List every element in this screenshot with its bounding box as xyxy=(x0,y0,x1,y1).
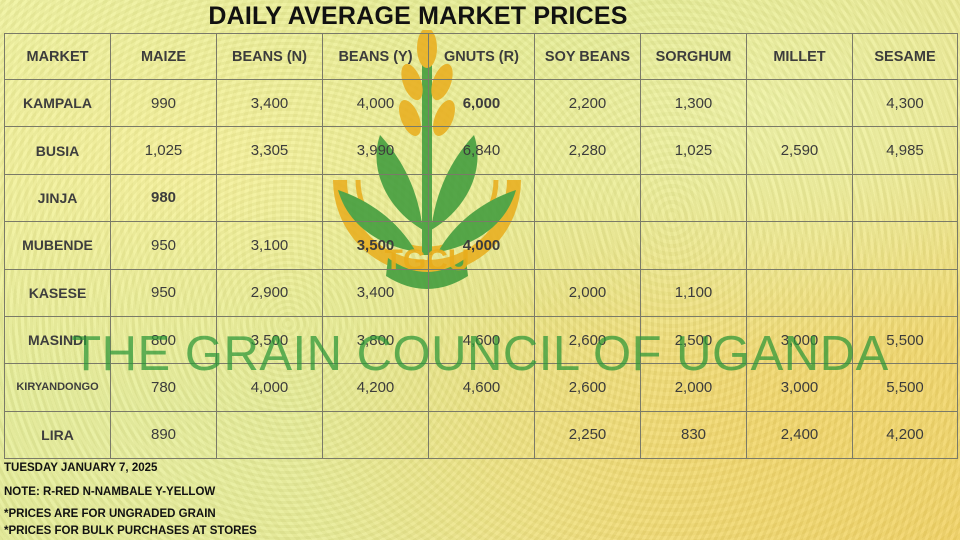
column-header: GNUTS (R) xyxy=(428,33,535,80)
table-row: JINJA 980 xyxy=(4,173,958,223)
ungraded-note: *PRICES ARE FOR UNGRADED GRAIN xyxy=(4,508,216,520)
price-cell: 6,840 xyxy=(428,126,535,175)
price-cell xyxy=(746,78,853,128)
price-cell: 980 xyxy=(110,173,217,223)
price-cell: 3,500 xyxy=(216,315,323,365)
price-cell xyxy=(322,173,429,223)
price-cell xyxy=(640,221,747,270)
price-cell: 2,000 xyxy=(640,363,747,412)
table-row: KAMPALA 990 3,400 4,000 6,000 2,200 1,30… xyxy=(4,78,958,128)
table-row: KASESE 950 2,900 3,400 2,000 1,100 xyxy=(4,268,958,317)
price-cell: 2,000 xyxy=(534,268,641,317)
market-name: LIRA xyxy=(4,410,111,460)
price-cell: 800 xyxy=(110,315,217,365)
market-prices-table: MARKET MAIZE BEANS (N) BEANS (Y) GNUTS (… xyxy=(4,33,958,460)
page-title: DAILY AVERAGE MARKET PRICES xyxy=(208,2,628,30)
column-header: SORGHUM xyxy=(640,33,747,80)
table-header-row: MARKET MAIZE BEANS (N) BEANS (Y) GNUTS (… xyxy=(4,33,958,80)
column-header: MILLET xyxy=(746,33,853,80)
price-cell xyxy=(534,173,641,223)
price-cell: 3,400 xyxy=(216,78,323,128)
price-cell: 2,900 xyxy=(216,268,323,317)
price-cell xyxy=(640,173,747,223)
price-cell: 1,300 xyxy=(640,78,747,128)
report-date: TUESDAY JANUARY 7, 2025 xyxy=(4,462,158,474)
price-cell: 2,500 xyxy=(640,315,747,365)
price-cell xyxy=(428,410,535,460)
price-cell: 5,500 xyxy=(852,363,958,412)
price-cell: 3,800 xyxy=(322,315,429,365)
price-cell: 3,305 xyxy=(216,126,323,175)
price-cell: 780 xyxy=(110,363,217,412)
price-cell: 4,600 xyxy=(428,315,535,365)
price-cell: 3,100 xyxy=(216,221,323,270)
price-cell: 4,600 xyxy=(428,363,535,412)
price-cell xyxy=(746,173,853,223)
column-header: MAIZE xyxy=(110,33,217,80)
price-cell: 2,600 xyxy=(534,363,641,412)
price-cell xyxy=(216,173,323,223)
price-cell: 1,100 xyxy=(640,268,747,317)
price-cell: 4,200 xyxy=(852,410,958,460)
market-name: KIRYANDONGO xyxy=(4,363,111,412)
market-name: KAMPALA xyxy=(4,78,111,128)
price-cell: 5,500 xyxy=(852,315,958,365)
price-cell: 950 xyxy=(110,268,217,317)
price-cell: 950 xyxy=(110,221,217,270)
column-header: BEANS (Y) xyxy=(322,33,429,80)
price-cell xyxy=(746,268,853,317)
price-cell: 4,000 xyxy=(428,221,535,270)
column-header: SESAME xyxy=(852,33,958,80)
price-cell: 4,000 xyxy=(216,363,323,412)
price-cell xyxy=(534,221,641,270)
price-cell: 6,000 xyxy=(428,78,535,128)
market-name: MUBENDE xyxy=(4,221,111,270)
price-cell xyxy=(746,221,853,270)
price-cell xyxy=(216,410,323,460)
price-cell: 1,025 xyxy=(640,126,747,175)
price-cell xyxy=(852,221,958,270)
table-row: LIRA 890 2,250 830 2,400 4,200 xyxy=(4,410,958,460)
price-cell: 3,400 xyxy=(322,268,429,317)
color-note: NOTE: R-RED N-NAMBALE Y-YELLOW xyxy=(4,486,216,498)
price-cell: 2,200 xyxy=(534,78,641,128)
price-cell: 4,985 xyxy=(852,126,958,175)
column-header: MARKET xyxy=(4,33,111,80)
price-cell: 4,300 xyxy=(852,78,958,128)
price-cell: 2,280 xyxy=(534,126,641,175)
table-row: MASINDI 800 3,500 3,800 4,600 2,600 2,50… xyxy=(4,315,958,365)
price-cell: 4,200 xyxy=(322,363,429,412)
price-cell xyxy=(852,268,958,317)
price-cell: 2,400 xyxy=(746,410,853,460)
market-name: KASESE xyxy=(4,268,111,317)
table-row: KIRYANDONGO 780 4,000 4,200 4,600 2,600 … xyxy=(4,363,958,412)
column-header: SOY BEANS xyxy=(534,33,641,80)
price-cell xyxy=(428,268,535,317)
price-cell xyxy=(428,173,535,223)
market-name: JINJA xyxy=(4,173,111,223)
price-cell: 830 xyxy=(640,410,747,460)
price-cell: 3,000 xyxy=(746,363,853,412)
price-cell xyxy=(322,410,429,460)
table-row: BUSIA 1,025 3,305 3,990 6,840 2,280 1,02… xyxy=(4,126,958,175)
column-header: BEANS (N) xyxy=(216,33,323,80)
bulk-note: *PRICES FOR BULK PURCHASES AT STORES xyxy=(4,525,257,537)
price-cell: 890 xyxy=(110,410,217,460)
table-row: MUBENDE 950 3,100 3,500 4,000 xyxy=(4,221,958,270)
price-cell xyxy=(852,173,958,223)
price-cell: 1,025 xyxy=(110,126,217,175)
market-name: MASINDI xyxy=(4,315,111,365)
price-cell: 3,990 xyxy=(322,126,429,175)
price-cell: 2,250 xyxy=(534,410,641,460)
price-cell: 4,000 xyxy=(322,78,429,128)
price-cell: 3,000 xyxy=(746,315,853,365)
price-cell: 990 xyxy=(110,78,217,128)
price-cell: 3,500 xyxy=(322,221,429,270)
price-cell: 2,600 xyxy=(534,315,641,365)
market-name: BUSIA xyxy=(4,126,111,175)
price-cell: 2,590 xyxy=(746,126,853,175)
